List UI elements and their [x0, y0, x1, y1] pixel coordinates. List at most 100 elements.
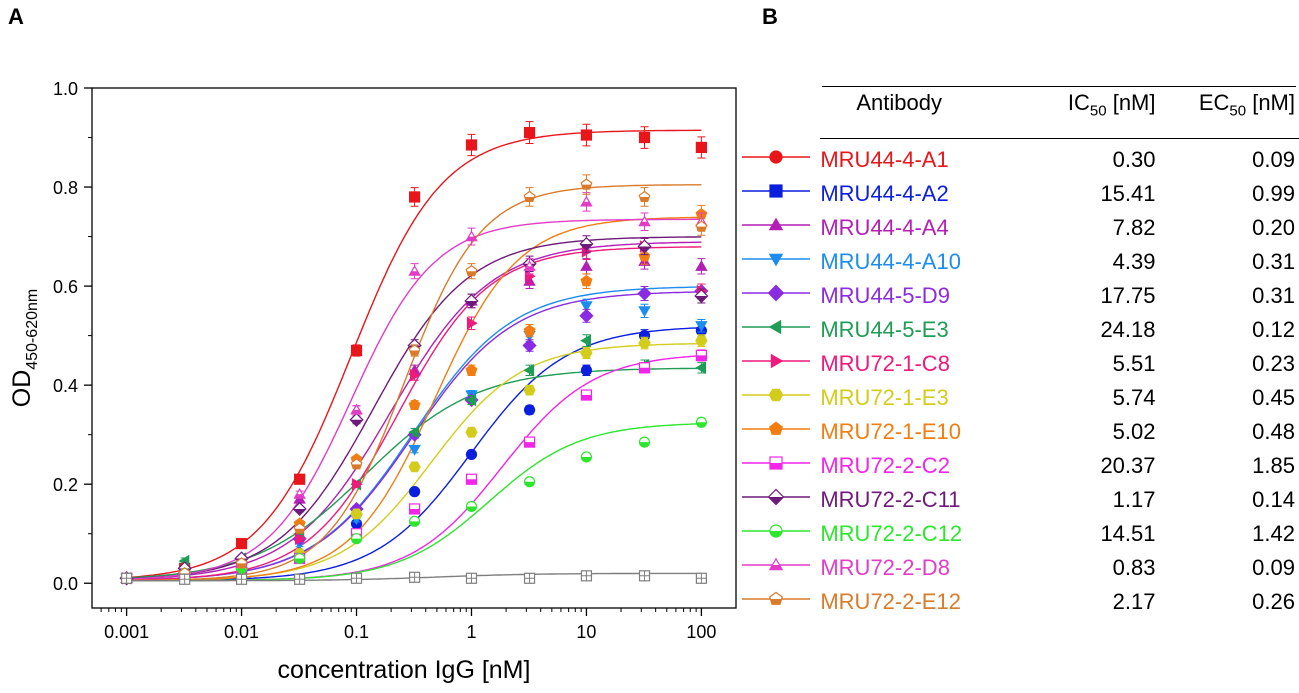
ic50-value: 1.17	[1032, 483, 1155, 517]
antibody-name: MRU72-2-C2	[820, 449, 1032, 483]
legend-marker	[770, 151, 782, 163]
data-point	[696, 261, 706, 270]
ec50-value: 1.85	[1156, 449, 1299, 483]
ic50-value: 5.51	[1032, 347, 1155, 381]
ic50-value: 2.17	[1032, 585, 1155, 619]
legend-marker-cell	[740, 245, 820, 279]
data-point	[581, 365, 591, 375]
data-point	[581, 130, 591, 140]
ec50-value: 1.42	[1156, 517, 1299, 551]
ec50-value: 0.12	[1156, 313, 1299, 347]
legend-marker-cell	[740, 381, 820, 415]
data-point	[581, 261, 591, 270]
x-tick-label: 0.01	[224, 622, 259, 642]
legend-marker-circle-half-icon	[740, 521, 812, 541]
data-point	[466, 427, 477, 437]
data-point	[468, 318, 477, 328]
legend-marker	[769, 286, 784, 301]
legend-marker-triangle-up-filled-icon	[740, 215, 812, 235]
ic50-value: 0.30	[1032, 143, 1155, 177]
legend-marker-cell	[740, 585, 820, 619]
data-point	[581, 276, 592, 286]
header-ic50-main: IC	[1068, 90, 1090, 115]
y-tick-label: 1.0	[53, 79, 78, 99]
legend-marker-cell	[740, 347, 820, 381]
antibody-name: MRU44-5-E3	[820, 313, 1032, 347]
y-tick-label: 0.6	[53, 277, 78, 297]
legend-marker	[770, 321, 781, 333]
legend-marker-pentagon-half-icon	[740, 589, 812, 609]
panel-label-b: B	[762, 4, 778, 30]
header-ec50-sub: 50	[1229, 102, 1246, 119]
ic50-value: 4.39	[1032, 245, 1155, 279]
fit-curve-MRU44-4-A4	[127, 242, 702, 579]
data-point	[466, 365, 477, 375]
legend-marker-triangle-right-filled-icon	[740, 351, 812, 371]
legend-marker-triangle-left-filled-icon	[740, 317, 812, 337]
ec50-value: 0.31	[1156, 245, 1299, 279]
antibody-name: MRU72-2-C12	[820, 517, 1032, 551]
data-point	[525, 365, 534, 375]
series-MRU44-4-A4	[121, 254, 706, 583]
header-ec50-unit: [nM]	[1246, 90, 1295, 115]
antibody-name: MRU44-4-A1	[820, 143, 1032, 177]
legend-marker-triangle-up-half-icon	[740, 555, 812, 575]
legend-marker-cell	[740, 211, 820, 245]
data-point	[295, 474, 305, 484]
data-point	[237, 539, 247, 549]
legend-marker-cell	[740, 313, 820, 347]
antibody-name: MRU72-1-C8	[820, 347, 1032, 381]
legend-marker-cell	[740, 483, 820, 517]
ic50-value: 17.75	[1032, 279, 1155, 313]
legend-marker-square-filled-icon	[740, 181, 812, 201]
ic50-value: 15.41	[1032, 177, 1155, 211]
legend-marker-cell	[740, 143, 820, 177]
data-point	[351, 509, 362, 519]
antibody-name: MRU72-1-E3	[820, 381, 1032, 415]
legend-marker-diamond-half-icon	[740, 487, 812, 507]
ic50-value: 5.74	[1032, 381, 1155, 415]
legend-marker	[770, 422, 783, 434]
ec50-value: 0.26	[1156, 585, 1299, 619]
antibody-name: MRU72-2-E12	[820, 585, 1032, 619]
data-point	[639, 307, 649, 316]
series-MRU72-1-C8	[123, 238, 707, 583]
x-tick-label: 1	[466, 622, 476, 642]
legend-marker-pentagon-filled-icon	[740, 419, 812, 439]
data-point	[410, 487, 420, 497]
legend-marker	[769, 389, 782, 400]
data-point	[409, 462, 420, 472]
data-point	[696, 336, 707, 346]
data-point	[581, 348, 592, 358]
ec50-value: 0.31	[1156, 279, 1299, 313]
data-point	[466, 449, 476, 459]
ec50-value: 0.09	[1156, 551, 1299, 585]
x-tick-label: 0.1	[344, 622, 369, 642]
legend-marker-cell	[740, 517, 820, 551]
legend-marker-hexagon-filled-icon	[740, 385, 812, 405]
ic50-value: 0.83	[1032, 551, 1155, 585]
data-point	[524, 325, 535, 335]
ic50-value: 24.18	[1032, 313, 1155, 347]
legend-marker-square-half-icon	[740, 453, 812, 473]
ic50-value: 5.02	[1032, 415, 1155, 449]
header-ic50-sub: 50	[1090, 102, 1107, 119]
y-tick-label: 0.8	[53, 178, 78, 198]
header-antibody: Antibody	[820, 86, 1032, 139]
data-point	[525, 405, 535, 415]
x-tick-label: 100	[686, 622, 716, 642]
antibody-name: MRU72-2-C11	[820, 483, 1032, 517]
header-ec50-main: EC	[1199, 90, 1230, 115]
data-point	[523, 339, 536, 352]
y-axis-label: OD450-620nm	[8, 289, 41, 407]
antibody-name: MRU72-1-E10	[820, 415, 1032, 449]
x-tick-label: 10	[576, 622, 596, 642]
